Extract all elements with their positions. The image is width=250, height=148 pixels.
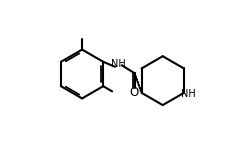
Text: NH: NH (181, 89, 196, 99)
Text: NH: NH (111, 59, 126, 69)
Text: O: O (130, 86, 139, 99)
